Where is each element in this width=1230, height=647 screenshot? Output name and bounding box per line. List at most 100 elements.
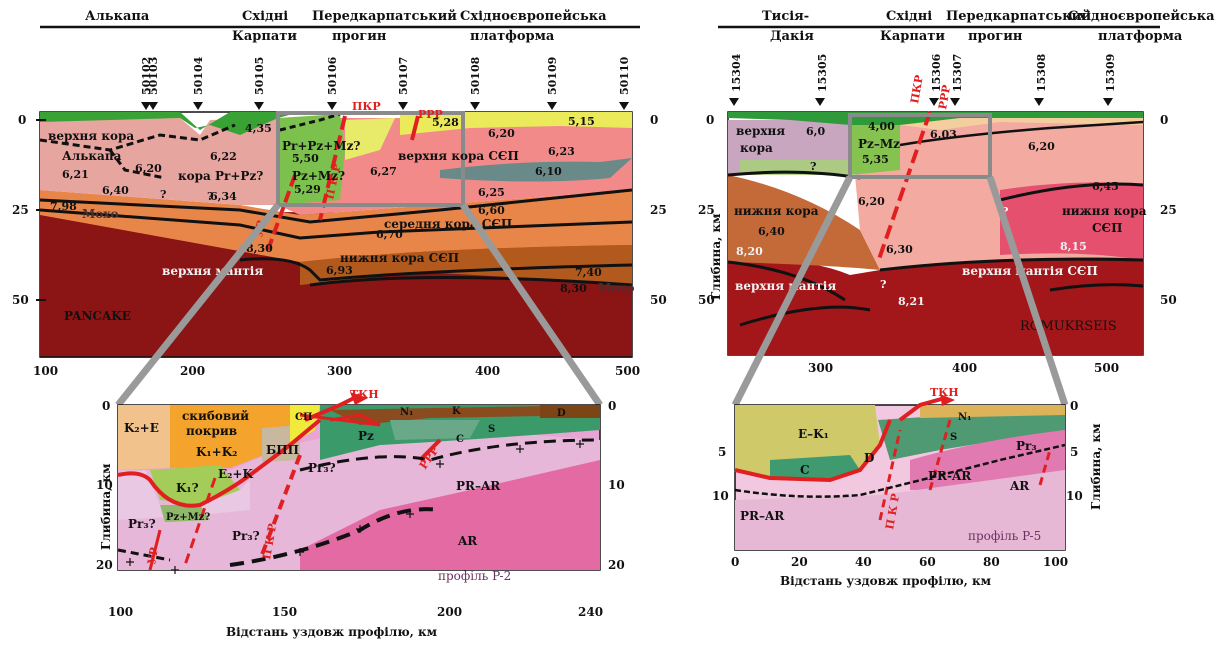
x-tick-0: 0 [731, 555, 739, 569]
fault-ur: УР [145, 546, 161, 565]
velocity-value: 6,20 [1028, 140, 1055, 153]
label-alcapa: Алькапа [62, 149, 122, 163]
station-50109: 50109 [546, 57, 559, 95]
region-foredeep: Передкарпатський [946, 9, 1091, 24]
label-upper-crust: верхня [736, 124, 785, 138]
station-50107: 50107 [397, 57, 410, 95]
label-pr3-b: Pr₃? [232, 529, 260, 543]
x-tick-500: 500 [1094, 361, 1119, 375]
label-d: D [557, 408, 566, 419]
basement-crosses [126, 440, 584, 574]
label-pz: Pz [358, 429, 374, 443]
region-foredeep-2: прогин [332, 29, 387, 44]
left-top-axes: 0 25 50 0 25 50 100 200 300 400 500 [12, 113, 667, 378]
label-ek1: E–K₁ [798, 427, 829, 441]
station-15308: 15308 [1035, 53, 1048, 92]
y-tick-0-right: 0 [650, 113, 658, 127]
label-sep: СЄП [1092, 221, 1122, 235]
label-pr-ar-2: PR-AR [928, 469, 972, 483]
velocity-value: 6,10 [535, 165, 562, 178]
station-15309: 15309 [1104, 54, 1117, 92]
fault-pkr: ПКР [352, 100, 381, 113]
label-s: S [950, 432, 957, 443]
y-tick-20-right: 20 [608, 558, 625, 572]
y-tick-20: 20 [96, 558, 113, 572]
velocity-value: 6,25 [478, 186, 505, 199]
velocity-value: 5,29 [294, 183, 321, 196]
velocity-value: 6,45 [1092, 180, 1119, 193]
station-50103: 50103 [147, 57, 160, 95]
x-tick-100: 100 [108, 605, 133, 619]
velocity-value: 6,30 [886, 243, 913, 256]
velocity-value: 4,00 [868, 120, 895, 133]
y-tick-25: 25 [698, 203, 715, 217]
fault-tkn: ТКН [350, 388, 379, 401]
unknown-marker: ? [880, 278, 886, 291]
label-pr-ar: PR–AR [456, 479, 501, 493]
velocity-value: 7,98 [50, 200, 77, 213]
label-pr-pz-mz: Pr+Pz+Mz? [282, 139, 360, 153]
label-lower-crust: нижня кора [734, 204, 819, 218]
x-tick-80: 80 [983, 555, 1000, 569]
y-tick-0: 0 [102, 399, 110, 413]
y-tick-25-right: 25 [650, 203, 667, 217]
velocity-value: 8,30 [560, 282, 587, 295]
x-tick-500: 500 [615, 364, 640, 378]
station-markers [729, 98, 1113, 106]
velocity-value: 6,03 [930, 128, 957, 141]
x-tick-300: 300 [327, 364, 352, 378]
zoom-connector [460, 203, 603, 407]
label-ar: AR [457, 534, 478, 548]
unknown-marker: ? [810, 160, 816, 173]
velocity-value: 6,27 [370, 165, 397, 178]
velocity-value: 6,34 [210, 190, 237, 203]
region-east-carpathians: Східні [242, 9, 288, 24]
label-pr3-a: Pr₃? [128, 517, 156, 531]
y-tick-10: 10 [96, 478, 113, 492]
label-sp: СП [295, 412, 312, 423]
velocity-value: 8,21 [898, 295, 925, 308]
x-tick-20: 20 [791, 555, 808, 569]
fault-prr: РРР [936, 84, 953, 111]
x-tick-100: 100 [33, 364, 58, 378]
y-axis-label: Глибина, км [99, 463, 113, 550]
station-labels: 50102 50103 50104 50105 50106 50107 5010… [140, 56, 631, 95]
unknown-marker: ? [160, 188, 166, 201]
label-s: S [488, 424, 495, 435]
label-middle-crust: середня кора СЄП [384, 217, 512, 231]
y-axis-label: Глибина, км [709, 213, 723, 300]
y-tick-50-right: 50 [1160, 293, 1177, 307]
y-tick-0: 0 [18, 113, 26, 127]
label-n1: N₁ [958, 412, 972, 423]
label-upper-mantle-sep: верхня мантія СЄП [962, 264, 1098, 278]
label-pz-mz: Pz–Mz [858, 137, 900, 151]
x-tick-400: 400 [952, 361, 977, 375]
label-k: K [452, 406, 461, 417]
region-dacia: Дакія [770, 29, 814, 44]
velocity-value: 8,30 [246, 242, 273, 255]
region-east-carpathians-2: Карпати [880, 29, 945, 44]
label-c: C [456, 434, 464, 445]
velocity-value: 6,93 [326, 264, 353, 277]
label-cover: скибовий [182, 409, 249, 423]
x-tick-200: 200 [180, 364, 205, 378]
y-tick-50: 50 [698, 293, 715, 307]
label-bpp: БПП [266, 443, 299, 457]
velocity-value: 8,20 [736, 245, 763, 258]
label-pancake: PANCAKE [64, 309, 131, 323]
x-tick-40: 40 [855, 555, 872, 569]
velocity-value: 6,20 [135, 162, 162, 175]
velocity-value: 6,0 [806, 125, 825, 138]
label-k1: K₁? [176, 481, 199, 495]
y-tick-50-right: 50 [650, 293, 667, 307]
y-tick-25-right: 25 [1160, 203, 1177, 217]
y-tick-10: 10 [1066, 489, 1083, 503]
region-eep-2: платформа [470, 29, 555, 44]
region-eep: Східноєвропейська [460, 9, 607, 24]
label-upper-mantle: верхня мантія [735, 279, 836, 293]
velocity-values: 6,0 4,00 6,03 5,35 6,20 6,20 6,45 6,40 6… [736, 120, 1119, 308]
y-tick-10-right: 10 [608, 478, 625, 492]
velocity-value: 8,15 [1060, 240, 1087, 253]
label-profile-p5: профіль P-5 [968, 529, 1041, 543]
station-15304: 15304 [730, 53, 743, 92]
